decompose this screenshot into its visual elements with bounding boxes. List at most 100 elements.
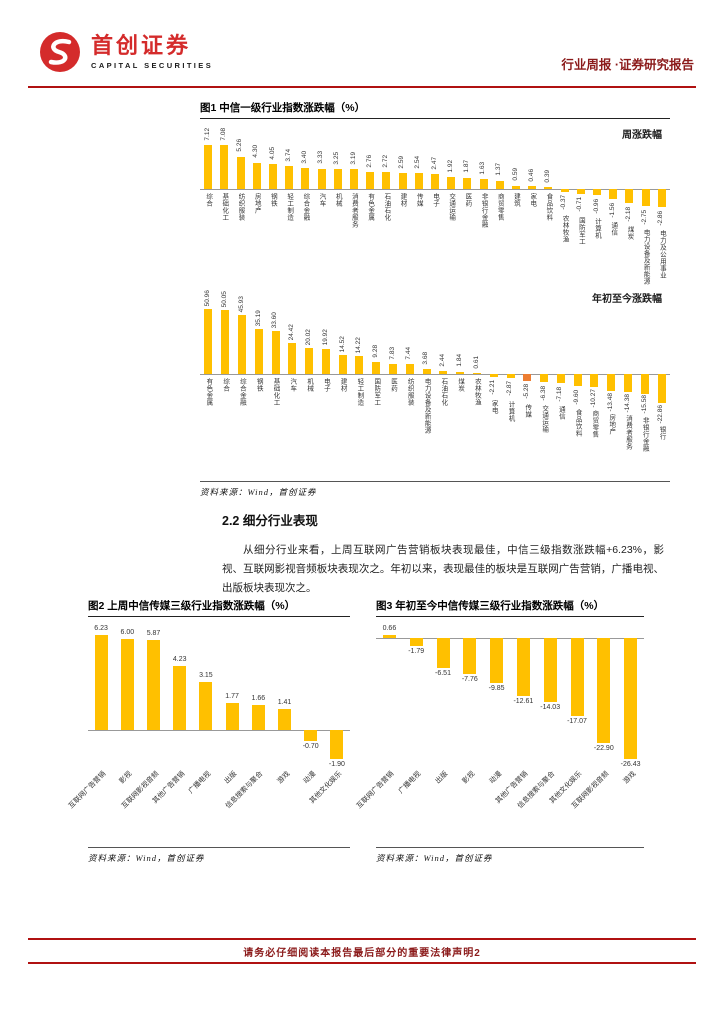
bar	[640, 373, 649, 394]
x-axis	[88, 730, 350, 732]
ytd-change-chart: 年初至今涨跌幅 50.96 有色金属 50.05 综合 45.93 综合金融 35.19 钢铁…	[200, 287, 670, 479]
category-label: 电力及公用事业	[658, 230, 666, 279]
bar	[409, 638, 423, 647]
category-label: 汽车	[318, 193, 326, 208]
category-label: 房地产	[253, 193, 261, 215]
bar	[624, 638, 638, 759]
bar	[330, 730, 344, 759]
value-label: -22.86	[657, 404, 665, 424]
bar	[251, 704, 265, 730]
bar	[288, 342, 297, 374]
bar	[436, 638, 450, 668]
value-label: -9.85	[488, 685, 505, 693]
category-label: 传媒	[523, 403, 531, 418]
bar	[204, 145, 213, 190]
category-label: 影视	[118, 770, 134, 786]
category-label: 食品饮料	[574, 409, 582, 438]
category-label: 纺织服装	[406, 377, 414, 406]
bar	[285, 165, 294, 190]
category-label: 机械	[334, 193, 342, 208]
bar	[333, 169, 342, 190]
bar	[236, 156, 245, 190]
bar	[94, 635, 108, 731]
category-label: 有色金属	[204, 377, 212, 406]
bar	[489, 373, 498, 377]
bar	[405, 364, 414, 374]
bar	[173, 665, 187, 731]
bar	[657, 189, 666, 207]
value-label: -2.86	[657, 210, 665, 226]
bar	[512, 185, 521, 190]
bar	[593, 189, 602, 196]
bar	[560, 189, 569, 192]
figure-2: 图2 上周中信传媒三级行业指数涨跌幅（%） 6.23 互联网广告营销 6.00 影视 5…	[68, 598, 350, 864]
bar	[540, 373, 549, 382]
section-2-2: 2.2 细分行业表现 从细分行业来看，上周互联网广告营销板块表现最佳，中信三级指…	[222, 510, 664, 598]
category-label: 电子	[322, 377, 330, 392]
bar	[607, 373, 616, 392]
bar	[204, 309, 213, 374]
category-label: 综合	[204, 193, 212, 208]
bar	[199, 681, 213, 730]
bar	[439, 370, 448, 374]
figure-1-bottom-rule	[200, 481, 670, 482]
x-axis	[376, 638, 644, 640]
category-label: 石油石化	[382, 193, 390, 222]
bar	[523, 373, 532, 381]
brand-name-cn: 首创证券	[91, 32, 192, 58]
bar	[366, 172, 375, 190]
category-label: 传媒	[415, 193, 423, 208]
bar	[431, 173, 439, 190]
category-label: 基础化工	[220, 193, 228, 222]
section-paragraph: 从细分行业来看，上周互联网广告营销板块表现最佳，中信三级指数涨跌幅+6.23%，…	[222, 544, 664, 594]
value-label: -0.70	[302, 742, 319, 750]
media-ytd-chart: 0.66 互联网广告营销 -1.79 广播电视 -6.51 出版 -7.76 影视 -9.85 动…	[356, 621, 644, 845]
bar	[221, 310, 230, 374]
bar	[463, 177, 472, 190]
bar	[422, 369, 431, 374]
value-label: 6.00	[120, 628, 135, 636]
bar	[490, 638, 504, 684]
category-label: 非银行金融	[480, 193, 488, 229]
value-label: -14.03	[540, 704, 561, 712]
value-label: -1.79	[408, 648, 425, 656]
category-label: 家电	[528, 193, 536, 208]
figure-3-bottom-rule	[376, 847, 644, 848]
category-label: 电力设备及新能源	[423, 377, 431, 434]
figure-2-bottom-rule	[88, 847, 350, 848]
category-label: 家电	[490, 399, 498, 414]
category-label: 消费者服务	[624, 415, 632, 451]
category-label: 有色金属	[366, 193, 374, 222]
media-weekly-chart: 6.23 互联网广告营销 6.00 影视 5.87 互联网影视音频 4.23 其他广告营销 3.…	[68, 621, 350, 845]
category-label: 国防军工	[372, 377, 380, 406]
footer-bottom-rule	[28, 962, 696, 964]
bar	[597, 638, 611, 743]
bar	[304, 730, 318, 741]
bar	[278, 708, 291, 730]
footer-top-rule	[28, 938, 696, 940]
value-label: 6.23	[94, 625, 108, 632]
category-label: 纺织服装	[236, 193, 244, 222]
category-label: 建材	[339, 377, 347, 392]
bar	[463, 638, 477, 674]
bar	[317, 168, 326, 190]
bar	[570, 638, 584, 717]
figure-1-source: 资料来源：Wind，首创证券	[200, 487, 317, 497]
category-label: 农林牧渔	[473, 377, 481, 406]
bar	[147, 640, 160, 730]
bar	[641, 189, 650, 207]
category-label: 医药	[463, 193, 471, 208]
bar	[544, 186, 553, 190]
bar	[590, 373, 599, 387]
bar	[447, 177, 456, 190]
bar	[398, 173, 407, 190]
section-heading: 2.2 细分行业表现	[222, 514, 318, 528]
category-label: 钢铁	[269, 193, 277, 208]
bar	[382, 635, 396, 639]
category-label: 非银行金融	[641, 416, 649, 452]
value-label: 3.15	[199, 671, 213, 679]
category-label: 石油石化	[439, 377, 447, 406]
category-label: 煤炭	[625, 225, 633, 240]
bar	[120, 638, 134, 730]
category-label: 食品饮料	[544, 193, 552, 222]
